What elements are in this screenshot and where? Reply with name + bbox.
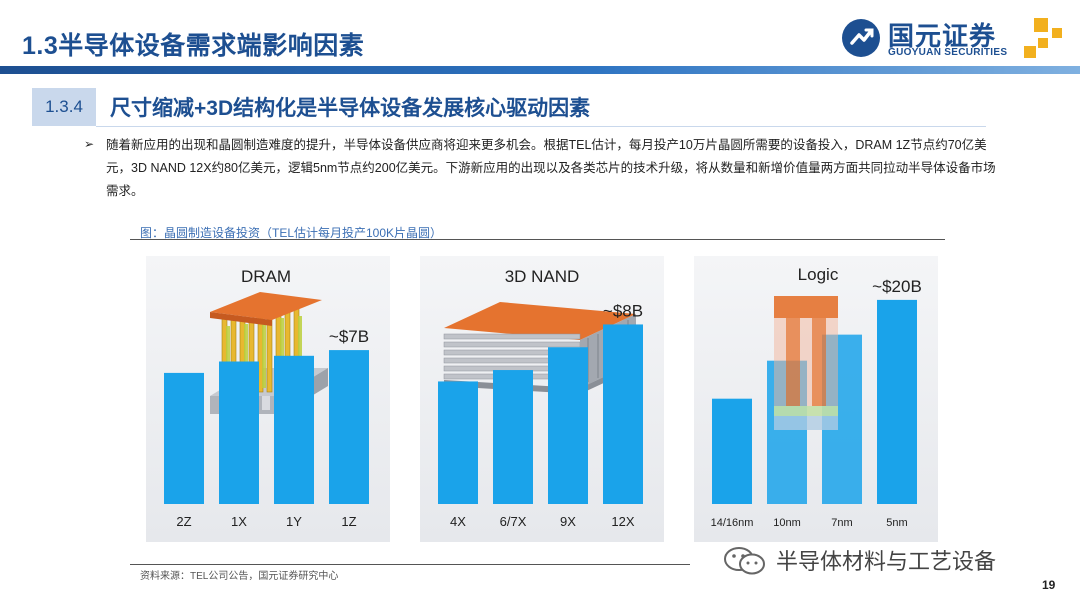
figure-title-divider [130, 239, 945, 240]
nand-category-label: 12X [611, 514, 634, 529]
nand-category-label: 9X [560, 514, 576, 529]
page-title: 1.3半导体设备需求端影响因素 [22, 32, 365, 60]
dram-bar-1 [219, 361, 259, 504]
dram-category-label: 1Z [341, 514, 356, 529]
dram-bar-0 [164, 372, 204, 504]
logic-category-label: 14/16nm [711, 517, 754, 529]
logic-bar-3 [877, 299, 917, 504]
watermark-text: 半导体材料与工艺设备 [776, 549, 997, 574]
header-divider [0, 66, 1080, 74]
nand-bar-1 [493, 370, 533, 504]
nand-category-label: 4X [450, 514, 466, 529]
dram-bar-2 [274, 355, 314, 504]
figure-title: 图：晶圆制造设备投资（TEL估计每月投产100K片晶圆） [140, 226, 443, 240]
dram-category-label: 1Y [286, 514, 302, 529]
logo-text-cn: 国元证券 [888, 21, 997, 51]
source-divider [130, 564, 690, 565]
logo-square-icon [1034, 18, 1048, 32]
nand-chart: 4X 6/7X 9X 12X 3D NAND ~$8B [420, 256, 664, 542]
logo-square-icon [1052, 28, 1062, 38]
logo-text-en: GUOYUAN SECURITIES [888, 47, 1008, 58]
section-number: 1.3.4 [32, 88, 96, 126]
nand-chart-annotation: ~$8B [603, 301, 643, 320]
logic-category-label: 5nm [886, 517, 907, 529]
dram-chart-title: DRAM [241, 267, 291, 286]
nand-chart-title: 3D NAND [505, 267, 580, 286]
logic-category-label: 10nm [773, 517, 801, 529]
nand-bar-2 [548, 347, 588, 504]
logic-bar-0 [712, 398, 752, 504]
logic-chart-annotation: ~$20B [872, 277, 922, 296]
logic-chart: 14/16nm 10nm 7nm 5nm Logic ~$20B [694, 256, 938, 542]
logic-category-label: 7nm [831, 517, 852, 529]
dram-chart-annotation: ~$7B [329, 327, 369, 346]
section-divider [96, 126, 986, 127]
nand-category-label: 6/7X [500, 514, 527, 529]
section-title: 尺寸缩减+3D结构化是半导体设备发展核心驱动因素 [110, 97, 591, 120]
page-number: 19 [1042, 578, 1056, 592]
dram-category-label: 2Z [176, 514, 191, 529]
dram-bar-3 [329, 350, 369, 504]
logo-square-icon [1038, 38, 1048, 48]
wechat-icon [724, 547, 765, 575]
dram-chart: 2Z 1X 1Y 1Z DRAM ~$7B [146, 256, 390, 542]
logo-circle-icon [842, 19, 880, 57]
nand-bar-0 [438, 381, 478, 504]
dram-category-label: 1X [231, 514, 247, 529]
logic-structure-illustration [774, 296, 838, 430]
source-note: 资料来源：TEL公司公告，国元证券研究中心 [140, 571, 339, 582]
company-logo: 国元证券 GUOYUAN SECURITIES [842, 16, 1072, 60]
nand-bar-3 [603, 324, 643, 504]
logic-chart-title: Logic [798, 265, 839, 284]
bullet-arrow-icon: ➢ [84, 137, 95, 151]
logo-square-icon [1024, 46, 1036, 58]
body-paragraph: 随着新应用的出现和晶圆制造难度的提升，半导体设备供应商将迎来更多机会。根据TEL… [106, 138, 996, 198]
